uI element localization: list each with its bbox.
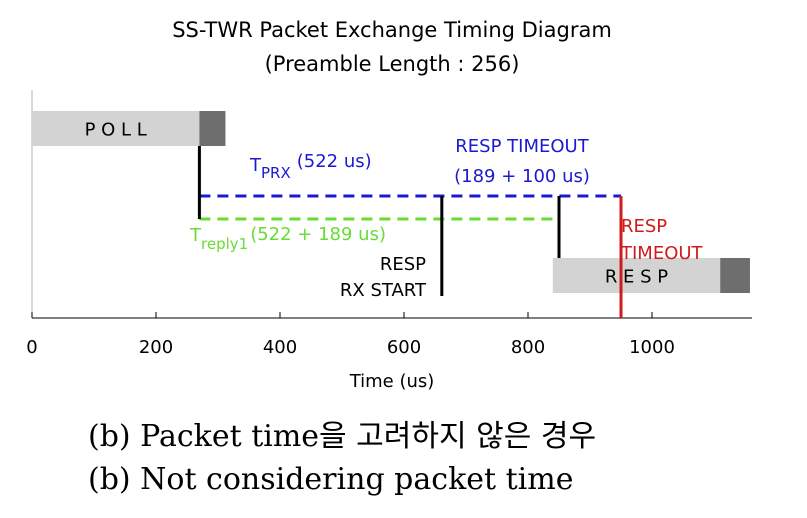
red-timeout-label-1: RESP [621,216,667,237]
caption-korean: (b) Packet time을 고려하지 않은 경우 [88,419,597,454]
tprx-main: T [249,155,262,176]
poll-packet-tail [199,111,226,146]
x-tick-label-1: 200 [139,337,173,358]
tprx-sub: PRX [261,164,291,182]
x-ticks: 0 200 400 600 800 1000 [26,312,675,358]
treply-value: (522 + 189 us) [250,224,386,245]
resp-packet-label: R E S P [605,267,668,288]
treply-main: T [189,225,202,246]
x-axis-label: Time (us) [349,371,435,392]
resp-timeout-label-2: (189 + 100 us) [454,166,590,187]
resp-rx-label-2: RX START [340,280,427,301]
resp-timeout-label-1: RESP TIMEOUT [455,136,589,157]
x-tick-label-3: 600 [387,337,421,358]
resp-rx-label-1: RESP [380,254,426,275]
chart-title: SS-TWR Packet Exchange Timing Diagram [172,18,612,42]
treply-label: Treply1 (522 + 189 us) [189,224,386,253]
chart-subtitle: (Preamble Length : 256) [265,52,520,76]
caption-english: (b) Not considering packet time [88,462,574,497]
x-tick-label-2: 400 [263,337,297,358]
x-tick-label-4: 800 [511,337,545,358]
resp-packet-tail [720,258,750,293]
timing-diagram: SS-TWR Packet Exchange Timing Diagram (P… [26,18,752,392]
poll-packet-label: P O L L [85,120,147,141]
intervals [199,194,621,221]
tprx-label: TPRX (522 us) [249,151,372,182]
resp-packet-body [552,258,721,293]
tprx-value: (522 us) [297,151,372,172]
x-tick-label-0: 0 [26,337,37,358]
poll-packet-body [32,111,200,146]
x-tick-label-5: 1000 [629,337,675,358]
red-timeout-label-2: TIMEOUT [620,243,704,264]
treply-sub: reply1 [201,235,248,253]
